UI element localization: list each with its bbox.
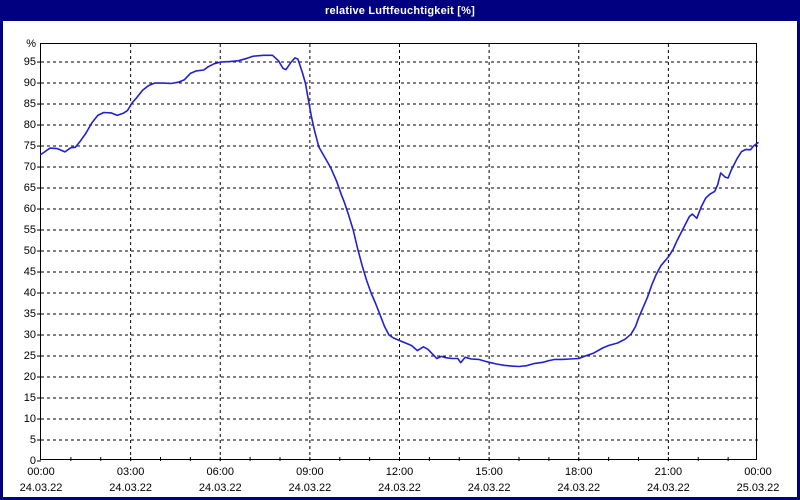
plot-area xyxy=(37,43,759,462)
y-axis-tick-label: 55 xyxy=(23,224,36,237)
y-axis-tick-label: 95 xyxy=(23,56,36,69)
x-axis-date-label: 24.03.22 xyxy=(467,482,511,494)
y-axis-tick-label: 70 xyxy=(23,161,36,174)
x-axis-date-label: 24.03.22 xyxy=(19,482,63,494)
x-axis-date-label: 24.03.22 xyxy=(378,482,421,494)
y-axis-tick-label: 20 xyxy=(23,371,36,383)
y-axis-tick-label: 0 xyxy=(29,455,36,467)
x-axis-time-label: 18:00 xyxy=(564,466,593,478)
y-axis-tick-label: 90 xyxy=(23,77,36,90)
x-axis-time-label: 12:00 xyxy=(385,466,414,478)
humidity-curve xyxy=(40,54,759,368)
x-axis-time-label: 00:00 xyxy=(744,466,772,478)
x-axis-time-label: 15:00 xyxy=(475,466,503,478)
x-axis-date-label: 25.03.22 xyxy=(736,482,780,494)
y-axis-tick-label: 5 xyxy=(29,434,36,446)
y-axis-tick-label: 75 xyxy=(23,140,36,153)
y-axis-tick-label: 65 xyxy=(23,182,36,195)
x-axis-time-label: 21:00 xyxy=(654,466,683,478)
y-axis-tick-label: 85 xyxy=(23,98,36,111)
y-axis-tick-label: 35 xyxy=(23,308,36,321)
y-axis-tick-label: 25 xyxy=(23,350,36,362)
y-axis-tick-label: 80 xyxy=(23,119,36,132)
x-axis-date-label: 24.03.22 xyxy=(557,482,601,494)
y-axis-tick-label: 60 xyxy=(23,203,36,216)
chart-canvas: % 0 5 10 15 20 25 30 35 40 45 50 55 60 65 70 75 80 85 90 95 … xyxy=(3,21,797,497)
y-axis-tick-label: 30 xyxy=(23,329,36,342)
y-axis-tick-label: 40 xyxy=(23,287,36,300)
x-axis-date-label: 24.03.22 xyxy=(288,482,332,494)
x-axis-date-label: 24.03.22 xyxy=(198,482,242,494)
x-axis-date-label: 24.03.22 xyxy=(646,482,690,494)
y-axis-tick-label: 45 xyxy=(23,266,36,279)
window-title: relative Luftfeuchtigkeit [%] xyxy=(324,4,476,17)
humidity-line-chart xyxy=(37,44,759,462)
x-axis-time-label: 06:00 xyxy=(206,466,235,478)
x-axis-time-label: 03:00 xyxy=(116,466,145,478)
x-axis-date-label: 24.03.22 xyxy=(109,482,153,494)
title-bar: relative Luftfeuchtigkeit [%] xyxy=(0,0,800,21)
y-axis-tick-label: 15 xyxy=(23,392,36,404)
x-axis-time-label: 09:00 xyxy=(296,466,324,478)
y-axis-unit-label: % xyxy=(26,38,36,50)
y-axis-tick-label: 50 xyxy=(23,245,36,258)
x-axis-time-label: 00:00 xyxy=(27,466,55,478)
y-axis-tick-label: 10 xyxy=(23,413,36,425)
